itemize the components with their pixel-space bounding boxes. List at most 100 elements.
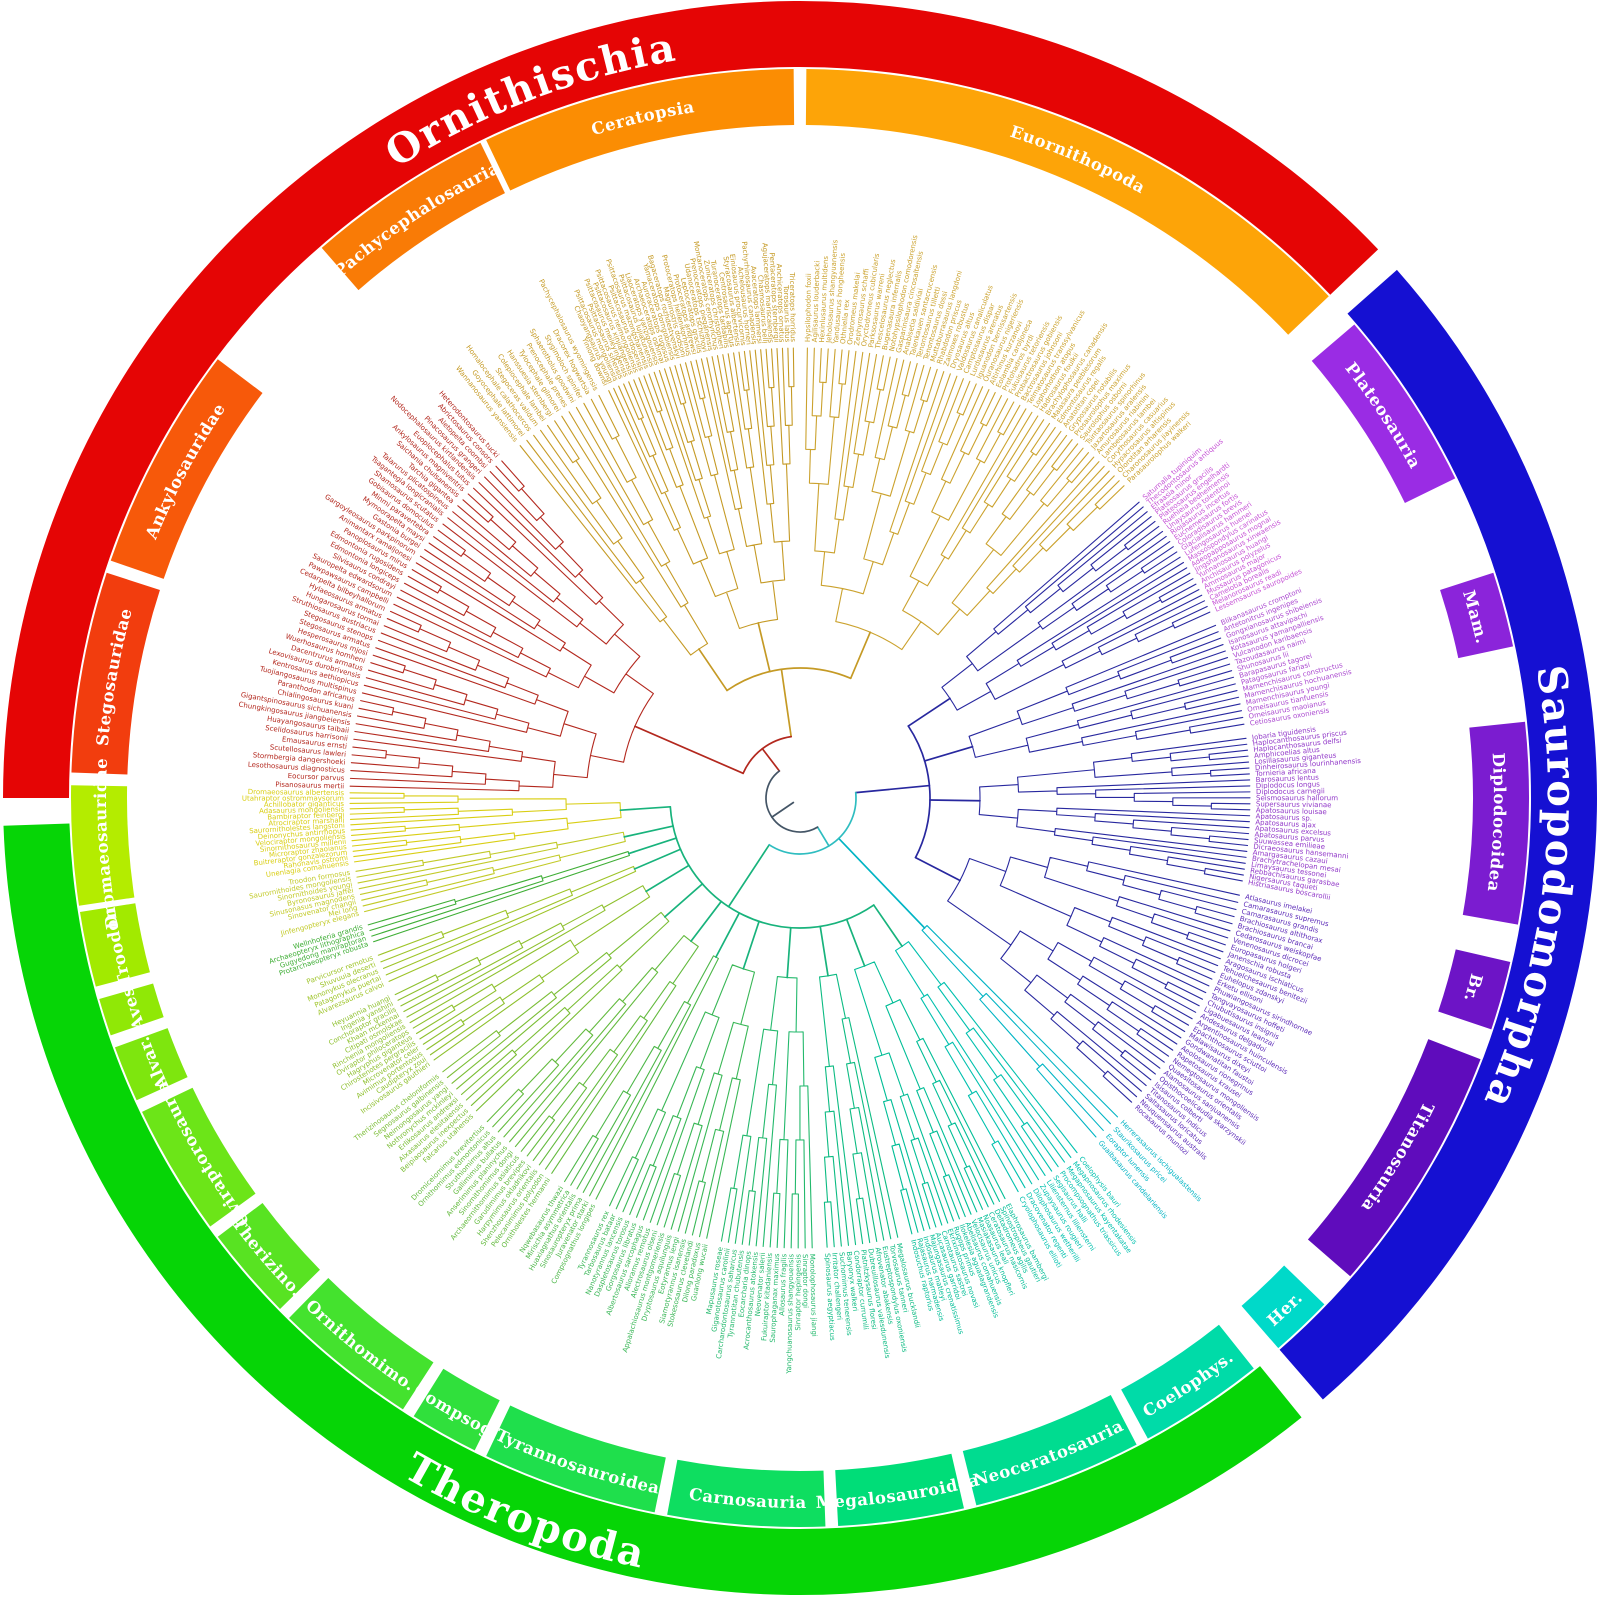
sauropodomorpha-stem: [923, 745, 974, 762]
saurischia-trunk: [816, 826, 830, 847]
taxon-label: Barosaurus lentus: [1255, 774, 1319, 785]
theropoda-stem: [645, 864, 690, 893]
taxon-label: Tornieria africana: [1254, 767, 1316, 778]
theropoda-arc: [669, 805, 875, 929]
theropoda-trunk: [727, 843, 771, 908]
branches-aves: [367, 851, 630, 943]
branches-troodontidae: [355, 831, 626, 913]
taxon-label: Sinraptor hepingensis: [794, 1254, 802, 1331]
taxon-label: Diplodocus carnegii: [1256, 787, 1325, 796]
subclade-arc-tyrannosauroidea: [486, 1405, 666, 1513]
clade-spine: [619, 622, 981, 979]
taxon-label: Pisanosaurus mertii: [275, 781, 344, 791]
taxon-label: Monolophosaurus jiangi: [808, 1254, 818, 1337]
herrerasauria-stem: [837, 837, 926, 929]
subclade-arc-stegosauridae: [71, 572, 160, 775]
clade-arc-ornithischia: [3, 1, 1379, 799]
inner-ring: [70, 69, 1530, 1528]
taxon-label: Sinraptor dongi: [801, 1254, 810, 1308]
taxon-label: Apatosaurus ajax: [1255, 818, 1316, 829]
taxon-label: Hypsilophodon foxii: [804, 273, 813, 342]
subclade-arc-neoceratosauria: [962, 1394, 1137, 1506]
taxon-label: Agilisaurus louderbacki: [811, 261, 822, 343]
taxon-label: Atrociraptor marshalli: [268, 816, 344, 828]
theropoda-stem: [786, 926, 792, 979]
subclade-arc-megalosauroidea: [835, 1453, 964, 1526]
thyreophora-stem: [634, 725, 744, 775]
subclade-arc-ornithomimo: [289, 1278, 434, 1410]
subclade-arc-oviraptorosauria: [142, 1087, 256, 1227]
taxon-label: Dromaeosaurus albertensis: [248, 788, 345, 797]
subclade-arc-ceratopsia: [486, 69, 795, 191]
root-tick: [771, 801, 795, 818]
root-arc: [765, 770, 819, 833]
subclade-arc-coelophys: [1121, 1324, 1254, 1439]
subclade-arc-carnosauria: [667, 1459, 826, 1528]
clade-arc-theropoda: [3, 823, 1302, 1596]
subclade-arc-diplodocoidea: [1462, 721, 1530, 925]
taxon-label: Eocursor parvus: [288, 772, 345, 782]
sauropodomorpha-stem: [914, 856, 961, 882]
sauropodomorpha-stem: [907, 697, 951, 727]
subclade-arc-aves: [99, 983, 164, 1036]
subclade-arc-titanosauria: [1307, 1039, 1481, 1277]
subclade-arc-troodon: [79, 903, 150, 987]
theropoda-stem: [742, 920, 760, 970]
theropoda-stem: [623, 825, 674, 838]
cerapoda-arc: [726, 667, 852, 692]
outer-ring: [3, 1, 1598, 1596]
theropoda-stem: [627, 837, 678, 855]
branches-ornithomimosauria: [486, 935, 699, 1174]
taxon-label: Supersaurus vivianae: [1256, 800, 1332, 809]
subclade-arc-pachycephalosauria: [321, 142, 505, 291]
taxon-label: Seismosaurus hallorum: [1256, 794, 1338, 802]
cerapoda-trunk: [780, 668, 792, 738]
subclade-arc-ankylosauridae: [110, 359, 263, 579]
sauropodomorpha-arc: [907, 725, 931, 859]
ornithischia-trunk: [761, 747, 781, 772]
branches-alvarezsauridae: [377, 865, 637, 982]
subclade-arc-br: [1438, 949, 1511, 1030]
taxon-label: Adasaurus mongoliensis: [259, 805, 345, 815]
clade-arc-sauropodomorpha: [1279, 269, 1598, 1400]
subclade-arc-euornithopoda: [805, 69, 1329, 335]
taxon-label: Diplodocus longus: [1256, 780, 1321, 790]
taxon-label: Apatosaurus louisae: [1256, 806, 1327, 816]
theropoda-stem: [633, 848, 682, 870]
taxon-label: Utahraptor ostrommaysorum: [242, 795, 344, 803]
cerapoda-stem: [849, 631, 872, 680]
taxon-label: Anchiceratops ornatus: [775, 264, 786, 343]
theropoda-stem: [664, 883, 704, 918]
subclade-arc-her: [1241, 1265, 1325, 1349]
subclade-arc-alvar: [114, 1028, 188, 1101]
branches-carnosauria: [720, 976, 813, 1249]
theropoda-stem: [819, 925, 829, 977]
subclade-arc-therizino: [217, 1203, 320, 1309]
theropoda-stem: [690, 900, 723, 943]
taxon-label: Triceratops horridus: [788, 271, 797, 342]
sauropodomorpha-trunk: [854, 784, 931, 794]
tree-branches: [349, 347, 1251, 1249]
subclade-arc-mam: [1440, 572, 1514, 659]
taxon-label: Apatosaurus sp.: [1255, 812, 1312, 822]
theropoda-stem: [845, 918, 866, 967]
branches-plateosauria: [941, 501, 1211, 711]
subclade-arc-compsog: [413, 1368, 500, 1451]
subclade-arc-plateosauria: [1311, 324, 1456, 503]
cerapoda-stem: [757, 622, 771, 673]
taxon-label: Achillobator giganticus: [264, 800, 345, 809]
theropoda-stem: [619, 805, 672, 812]
taxon-label: Torosaurus latus: [782, 284, 792, 343]
taxon-label: Bambiraptor feinbergi: [267, 811, 344, 822]
theropoda-stem: [715, 912, 741, 959]
taxon-label: Yangchuanosaurus shangyouensis: [785, 1253, 795, 1374]
saurischia-arc: [768, 791, 857, 855]
theropoda-stem: [872, 904, 903, 948]
subclade-arc-dromaeosauridae: [70, 785, 135, 906]
branches-coelophysoidea: [895, 941, 1078, 1193]
cerapoda-stem: [698, 648, 728, 692]
sauropodomorpha-stem: [929, 799, 981, 802]
